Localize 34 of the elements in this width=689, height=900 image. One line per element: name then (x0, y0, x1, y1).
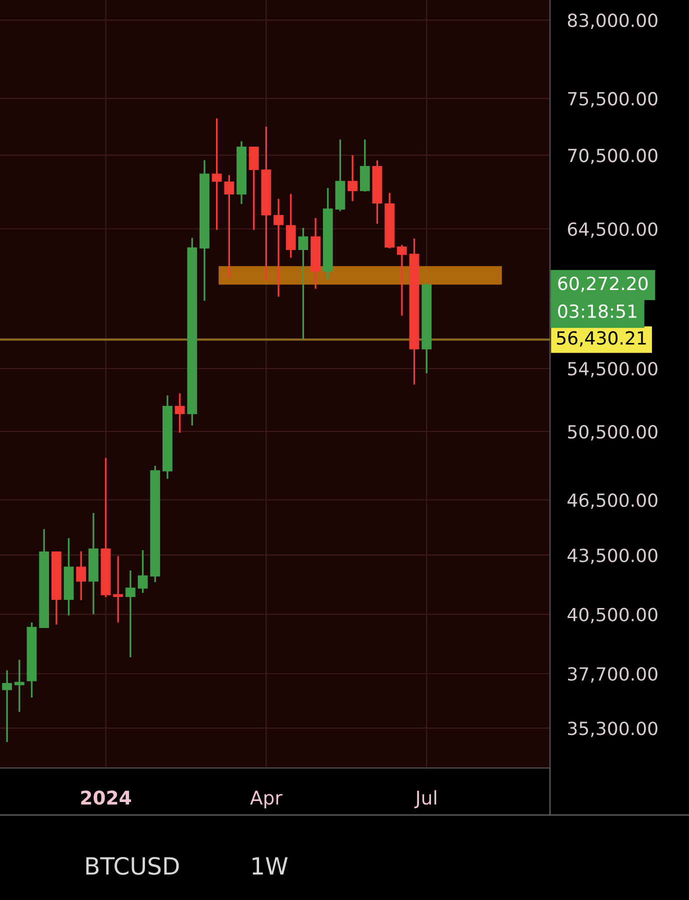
y-tick-label: 70,500.00 (568, 148, 658, 164)
candlestick (125, 570, 136, 658)
candlestick (138, 549, 148, 594)
candlestick (274, 198, 284, 298)
candlestick (348, 154, 358, 202)
candlestick (224, 174, 234, 280)
y-tick-label: 35,300.00 (568, 722, 658, 738)
y-tick-label: 54,500.00 (568, 362, 658, 378)
text: 1W (252, 857, 288, 875)
candlestick (14, 658, 24, 713)
x-tick-label: Apr (250, 790, 282, 808)
candlestick (2, 670, 12, 743)
candlestick (212, 118, 222, 231)
y-tick-label: 64,500.00 (568, 222, 658, 238)
y-tick-label: 75,500.00 (568, 92, 658, 108)
candlestick (248, 146, 259, 231)
y-tick-label: 83,000.00 (568, 13, 658, 29)
text: BTCUSD (86, 856, 179, 875)
candlestick (113, 555, 124, 624)
text: 60,272.20 (558, 276, 648, 292)
y-tick-label: 40,500.00 (568, 608, 658, 624)
candlestick (76, 550, 86, 601)
y-tick-label: 37,700.00 (568, 667, 658, 683)
text: 03:18:51 (558, 304, 636, 318)
candlestick (298, 227, 308, 340)
candlestick (286, 193, 296, 259)
y-tick-label: 50,500.00 (568, 424, 658, 440)
y-tick-label: 43,500.00 (568, 548, 658, 564)
x-tick-label: Jul (414, 790, 436, 808)
ref-line-label: 56,430.21 (556, 331, 646, 347)
candlestick (174, 392, 185, 434)
candlestick (396, 244, 407, 317)
x-tick-label: 2024 (81, 790, 131, 805)
y-tick-label: 46,500.00 (568, 493, 658, 509)
